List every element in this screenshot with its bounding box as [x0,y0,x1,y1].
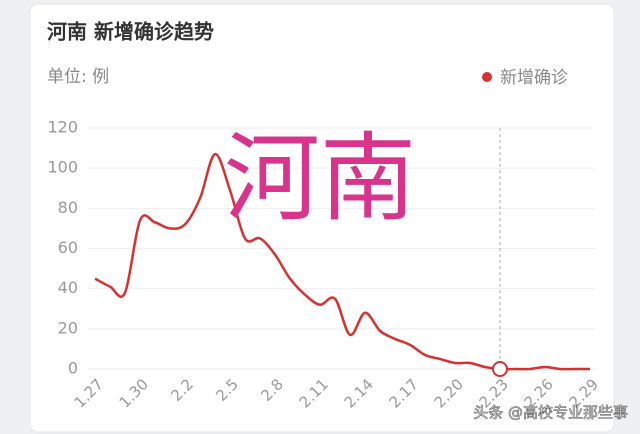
legend-marker [482,72,492,82]
hover-point [492,361,508,377]
y-tick-label: 40 [58,278,78,297]
y-tick-label: 80 [58,198,78,217]
overlay-text: 河南 [224,122,416,234]
unit-label: 单位: 例 [47,67,109,87]
chart-title: 河南 新增确诊趋势 [47,20,214,44]
y-tick-label: 0 [68,359,78,378]
card [29,3,615,433]
y-tick-label: 120 [47,118,78,137]
y-tick-label: 60 [58,238,78,257]
watermark: 头条 @高校专业那些事 [473,404,628,422]
y-tick-label: 100 [47,158,78,177]
legend-label: 新增确诊 [500,68,568,88]
y-tick-label: 20 [58,318,78,337]
